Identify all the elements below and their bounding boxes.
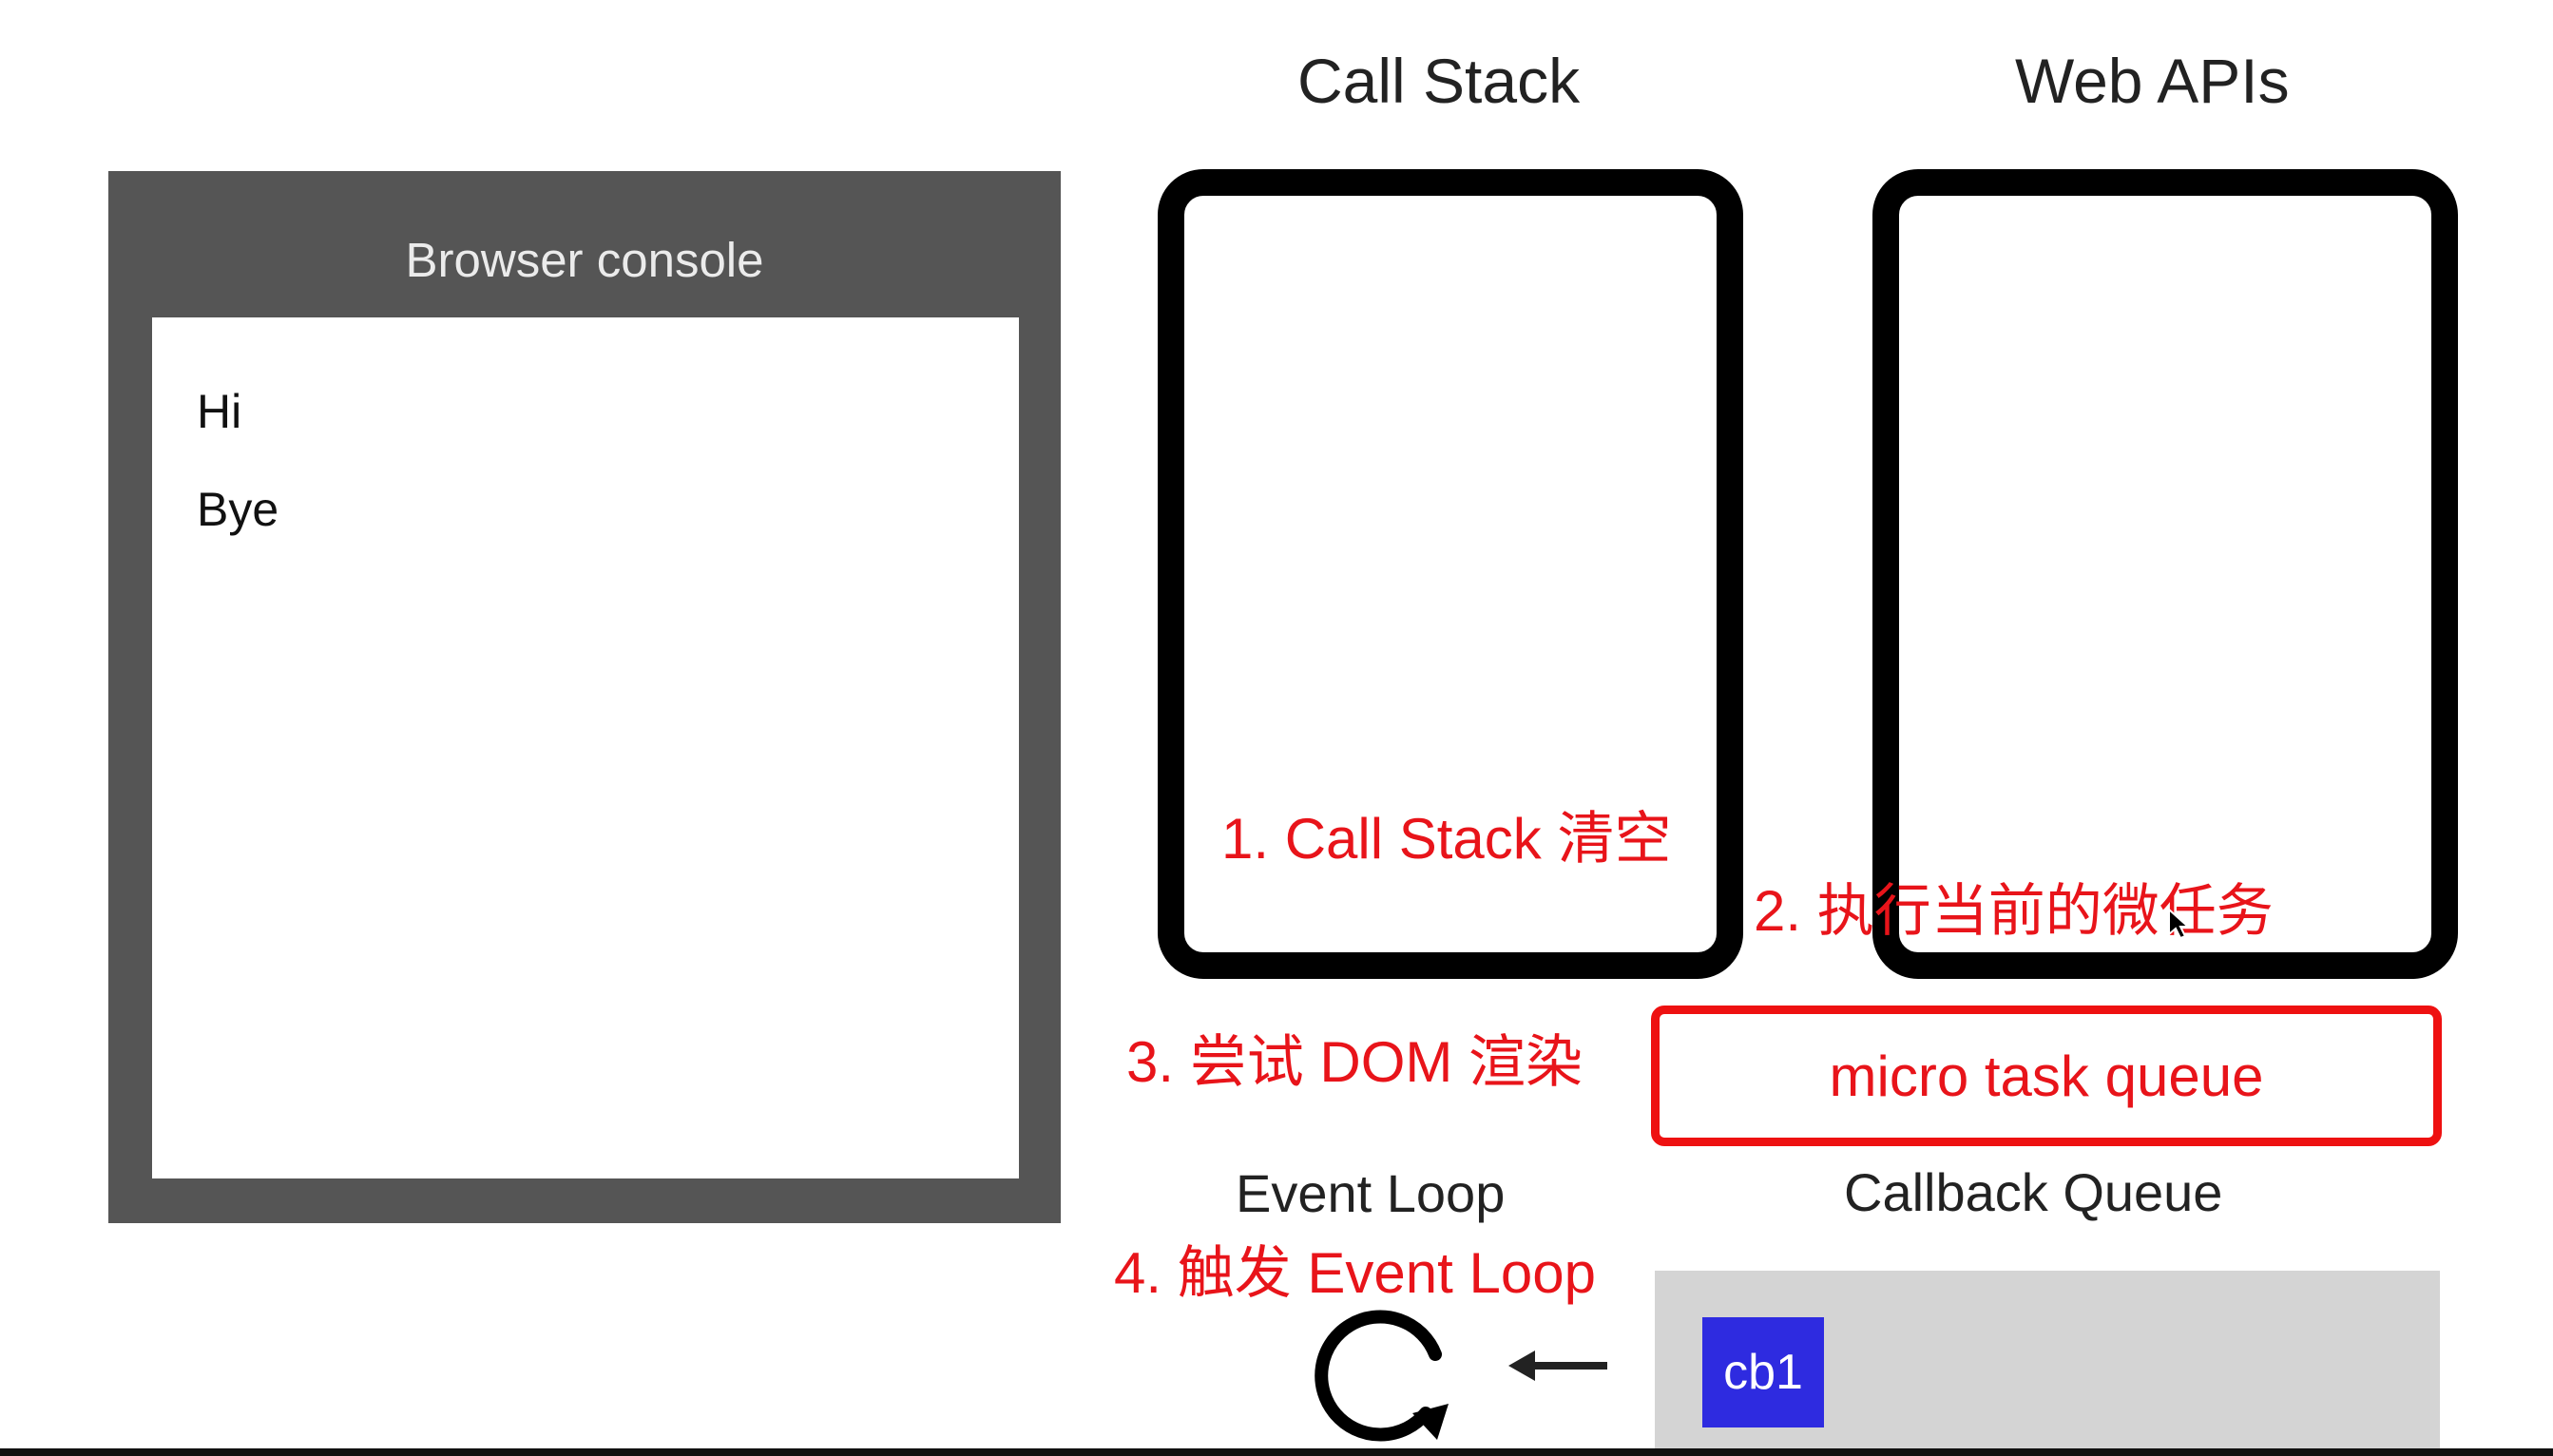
console-title: Browser console (405, 233, 764, 287)
cursor-icon (2168, 908, 2190, 940)
left-arrow-icon (1508, 1351, 1607, 1381)
callback-queue-area: cb1 (1655, 1271, 2440, 1456)
step3-note: 3. 尝试 DOM 渲染 (1126, 1030, 1584, 1094)
console-line: Bye (197, 483, 279, 536)
callback-item: cb1 (1702, 1317, 1824, 1427)
step4-note: 4. 触发 Event Loop (1114, 1241, 1596, 1305)
step2-note: 2. 执行当前的微任务 (1754, 879, 2274, 943)
console-output: Hi Bye (152, 317, 1019, 1178)
web-apis-box (1872, 169, 2458, 979)
step1-note: 1. Call Stack 清空 (1221, 807, 1672, 871)
loop-arrow-icon (1315, 1310, 1449, 1442)
event-loop-label: Event Loop (1236, 1163, 1506, 1223)
callback-queue-label: Callback Queue (1844, 1162, 2223, 1222)
bottom-edge-bar (0, 1448, 2553, 1456)
call-stack-box (1158, 169, 1743, 979)
call-stack-heading: Call Stack (1297, 46, 1581, 116)
console-line: Hi (197, 385, 242, 438)
web-apis-heading: Web APIs (2015, 46, 2290, 116)
micro-task-queue: micro task queue (1651, 1006, 2442, 1146)
browser-console-panel: Browser console Hi Bye (108, 171, 1061, 1223)
